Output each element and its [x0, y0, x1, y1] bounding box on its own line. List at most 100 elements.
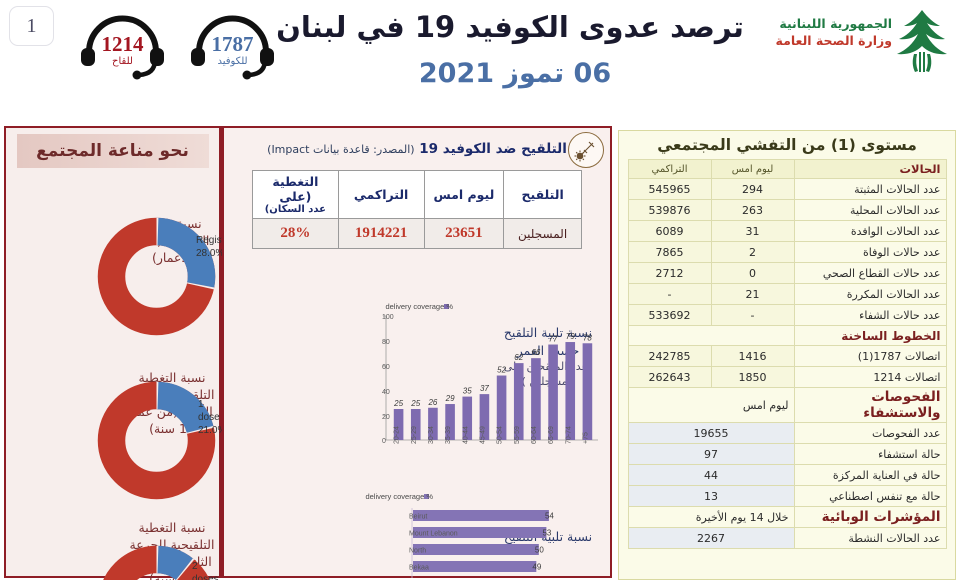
- col-header-vaccination: التلقيح: [503, 170, 582, 219]
- first-dose-caption-line1: 1 dose: [198, 399, 220, 423]
- bar: [496, 375, 507, 440]
- bar: [410, 409, 421, 440]
- cedar-tree-icon: [897, 10, 947, 72]
- x-axis-tick-label: 60-64: [531, 426, 538, 444]
- case-row-name: عدد الحالات الوافدة: [793, 220, 947, 242]
- svg-text:100: 100: [382, 314, 394, 321]
- col-header-coverage-main: التغطية (على: [272, 174, 319, 204]
- case-row-cumulative: 7865: [627, 241, 712, 263]
- hotline-row-name: اتصالات 1787(1): [793, 345, 947, 367]
- report-date: 06 تموز 2021: [418, 58, 612, 89]
- bar-value-label: 35: [463, 387, 472, 396]
- bar: [413, 561, 537, 572]
- bar: [531, 358, 541, 440]
- bar: [582, 343, 593, 440]
- vaccination-heading: التلقيح ضد الكوفيد 19 (المصدر: قاعدة بيا…: [224, 128, 610, 170]
- table-row: حالة في العناية المركزة 44: [627, 464, 947, 486]
- bar: [413, 544, 539, 555]
- hotlines-section-spacer: [627, 325, 795, 346]
- bar-value-label: 66: [531, 348, 540, 357]
- bar: [565, 342, 576, 440]
- test-row-value: 13: [627, 485, 795, 507]
- svg-text:60: 60: [382, 364, 390, 371]
- hotline-row-yesterday: 1850: [710, 366, 795, 388]
- headset-icon: [191, 15, 274, 80]
- case-row-name: عدد حالات الوفاة: [793, 241, 947, 263]
- syringe-virus-icon: [568, 132, 604, 168]
- x-axis-tick-label: 50-54: [497, 426, 504, 444]
- outbreak-level-title: مستوى (1) من التفشي المجتمعي: [657, 136, 917, 154]
- table-row: المسجلين 23651 1914221 28%: [252, 218, 582, 249]
- bar-value-label: 52: [497, 366, 506, 375]
- case-row-cumulative: 2712: [627, 262, 712, 284]
- table-row: الخطوط الساخنة: [627, 325, 947, 346]
- table-row: الفحوصات والاستشفاء ليوم امس: [627, 387, 947, 423]
- age-chart-label-main: نسبة تلبية التلقيح حسب العمر: [503, 325, 593, 358]
- test-row-value: 97: [627, 443, 795, 465]
- case-row-cumulative: 533692: [627, 304, 712, 326]
- test-row-name: عدد الفحوصات: [793, 422, 947, 444]
- vaccine-hotline-number: 1214: [101, 32, 144, 56]
- col-header-cumulative: التراكمي: [337, 170, 425, 219]
- ministry-logo-text: الجمهورية اللبنانية وزارة الصحة العامة: [776, 16, 892, 50]
- bar: [479, 394, 490, 440]
- registered-coverage-donut: [97, 217, 216, 336]
- vaccination-summary-table: التلقيح ليوم امس التراكمي التغطية (على ع…: [252, 170, 582, 249]
- table-row: الحالات ليوم امس التراكمي: [627, 159, 947, 179]
- svg-text:80: 80: [382, 339, 390, 346]
- table-row: عدد الحالات المحلية 263 539876: [627, 199, 947, 221]
- slide-index-chip[interactable]: 1: [9, 6, 54, 46]
- bar: [513, 363, 524, 440]
- registered-caption-line1: Registered: [196, 235, 245, 246]
- svg-text:40: 40: [382, 389, 390, 396]
- table-row: اتصالات 1214 1850 262643: [627, 366, 947, 388]
- age-bar-series: 25 20-24 25 25-29 26 30-34 29 35-39 35 40-44 37 45-…: [393, 332, 592, 444]
- registered-coverage-pct: 28%: [252, 218, 339, 249]
- hotline-row-name: اتصالات 1214: [793, 366, 947, 388]
- vaccine-hotline-badge: 1214 للقاح: [75, 8, 170, 80]
- x-axis-tick-label: 70-74: [565, 426, 572, 444]
- vaccination-heading-bold: التلقيح ضد الكوفيد 19: [419, 141, 567, 157]
- bar-value-label: 54: [545, 512, 554, 521]
- table-row: عدد الفحوصات 19655: [627, 422, 947, 444]
- table-row: المؤشرات الوبائية خلال 14 يوم الأخيرة: [627, 506, 947, 528]
- table-row: حالة استشفاء 97: [627, 443, 947, 465]
- logo-line-ministry: وزارة الصحة العامة: [775, 32, 892, 48]
- case-row-name: عدد حالات الشفاء: [793, 304, 947, 326]
- bar-value-label: 25: [410, 399, 420, 408]
- svg-text:20: 20: [382, 414, 390, 421]
- col-header-coverage-sub: عدد السكان): [264, 204, 326, 215]
- table-header-row: التلقيح ليوم امس التراكمي التغطية (على ع…: [252, 170, 582, 219]
- bar: [462, 396, 473, 440]
- covid-hotline-badge: 1787 للكوفيد: [185, 8, 280, 80]
- test-row-value: 44: [627, 464, 795, 486]
- slide-index-label: 1: [26, 14, 37, 37]
- case-row-cumulative: -: [627, 283, 712, 305]
- bar: [548, 344, 558, 440]
- row-label-registered: المسجلين: [503, 218, 582, 249]
- table-row: عدد الحالات المثبتة 294 545965: [627, 178, 947, 200]
- case-row-yesterday: -: [710, 304, 795, 326]
- tests-section-period: ليوم امس: [627, 387, 795, 423]
- y-axis-tick-label: Mount Lebanon: [409, 531, 458, 538]
- x-axis-tick-label: 75+: [582, 432, 589, 444]
- table-row: عدد الحالات المكررة 21-: [627, 283, 947, 305]
- vaccination-panel: التلقيح ضد الكوفيد 19 (المصدر: قاعدة بيا…: [222, 126, 612, 578]
- case-row-yesterday: 294: [710, 178, 795, 200]
- second-dose-caption-line1: 2 doses: [192, 561, 219, 580]
- community-immunity-title: نحو مناعة المجتمع: [16, 134, 209, 168]
- col-header-yesterday: ليوم امس: [710, 159, 795, 179]
- bar: [428, 407, 438, 440]
- col-header-cases: الحالات: [793, 159, 947, 179]
- y-axis-tick-label: Beirut: [409, 514, 427, 521]
- community-immunity-panel: نحو مناعة المجتمع نسبة تغطية التسجيل (كا…: [4, 126, 244, 580]
- bar-value-label: 37: [480, 384, 489, 393]
- x-axis-tick-label: 55-59: [514, 426, 521, 444]
- hotline-row-cumulative: 242785: [627, 345, 712, 367]
- table-row: عدد حالات الشفاء -533692: [627, 304, 947, 326]
- region-coverage-chart: % delivery coverage Beirut 54 Mount Lebano…: [365, 492, 554, 578]
- vaccination-heading-text: التلقيح ضد الكوفيد 19 (المصدر: قاعدة بيا…: [267, 141, 567, 157]
- page-title: ترصد عدوى الكوفيد 19 في لبنان: [276, 10, 744, 44]
- y-axis-tick-label: Bekaa: [409, 565, 429, 572]
